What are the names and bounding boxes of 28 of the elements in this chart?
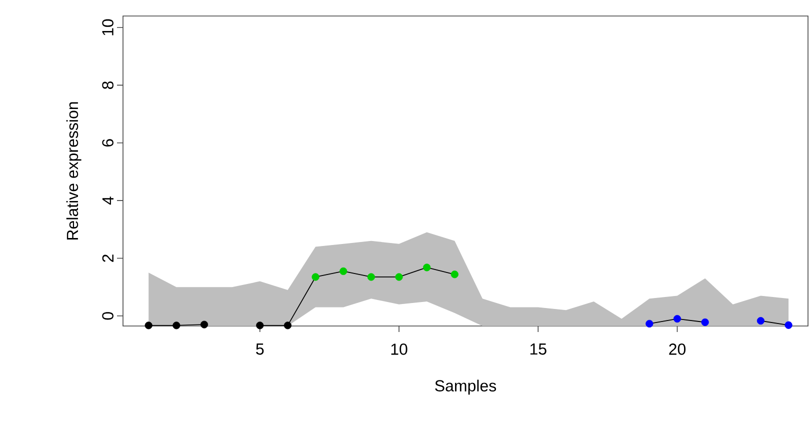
point <box>646 320 654 328</box>
x-tick-label: 15 <box>530 344 546 355</box>
point <box>172 322 180 330</box>
point <box>340 267 348 276</box>
point <box>450 270 458 278</box>
point <box>284 322 292 330</box>
point <box>144 322 152 330</box>
y-axis-title: Relative expression <box>66 102 82 240</box>
point <box>312 273 320 281</box>
point <box>200 320 208 328</box>
point <box>756 317 765 325</box>
x-axis-title: Samples <box>435 380 496 395</box>
point <box>784 321 792 329</box>
point <box>701 318 709 326</box>
y-tick-label: 6 <box>102 139 114 147</box>
y-tick-label: 0 <box>102 312 114 320</box>
x-tick-label: 5 <box>256 344 264 355</box>
y-tick-label: 8 <box>102 81 114 89</box>
point <box>367 273 375 281</box>
point <box>395 273 403 281</box>
x-tick-label: 20 <box>669 344 686 355</box>
y-tick-label: 2 <box>102 254 114 262</box>
point <box>673 314 682 323</box>
point <box>256 322 264 330</box>
y-tick-label: 10 <box>102 19 114 36</box>
point <box>423 264 431 272</box>
x-tick-label: 10 <box>391 344 408 355</box>
y-tick-label: 4 <box>102 196 114 205</box>
